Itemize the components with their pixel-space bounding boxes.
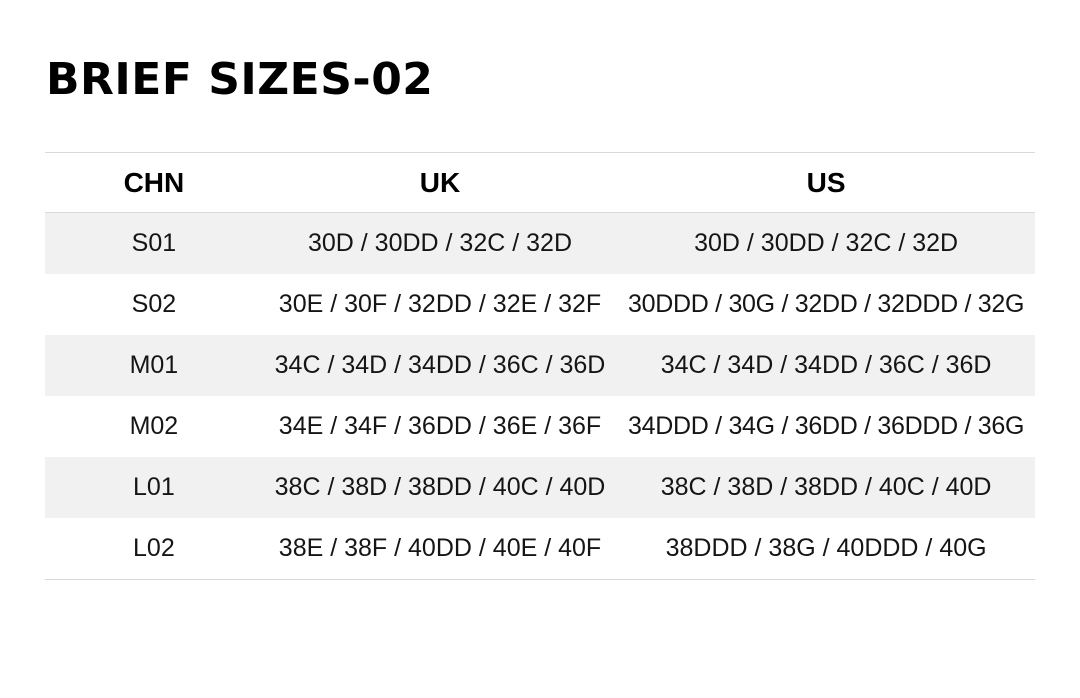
cell-uk: 38C / 38D / 38DD / 40C / 40D [274,473,606,501]
cell-us: 30DDD / 30G / 32DD / 32DDD / 32G [628,290,1025,318]
cell-uk: 30D / 30DD / 32C / 32D [307,229,572,257]
cell-us: 34C / 34D / 34DD / 36C / 36D [660,351,992,379]
table-row: S01 30D / 30DD / 32C / 32D 30D / 30DD / … [45,212,1035,274]
cell-us: 38C / 38D / 38DD / 40C / 40D [660,473,992,501]
cell-uk: 34E / 34F / 36DD / 36E / 36F [278,412,602,440]
column-header-us: US [806,166,846,198]
table-row: L01 38C / 38D / 38DD / 40C / 40D 38C / 3… [45,457,1035,518]
cell-us: 38DDD / 38G / 40DDD / 40G [665,534,987,562]
size-table-header: CHN UK US [45,152,1035,213]
table-row: L02 38E / 38F / 40DD / 40E / 40F 38DDD /… [45,518,1035,580]
column-header-uk: UK [419,166,461,198]
cell-uk: 34C / 34D / 34DD / 36C / 36D [274,351,606,379]
cell-uk: 38E / 38F / 40DD / 40E / 40F [278,534,602,562]
cell-uk: 30E / 30F / 32DD / 32E / 32F [278,290,602,318]
table-row: M01 34C / 34D / 34DD / 36C / 36D 34C / 3… [45,335,1035,396]
cell-chn: M02 [129,412,179,440]
page-title: BRIEF SIZES-02 [46,54,434,105]
cell-chn: S01 [131,229,177,257]
header-row: CHN UK US [45,152,1035,213]
size-table-body: S01 30D / 30DD / 32C / 32D 30D / 30DD / … [45,212,1035,580]
table-row: S02 30E / 30F / 32DD / 32E / 32F 30DDD /… [45,274,1035,335]
cell-us: 30D / 30DD / 32C / 32D [694,229,959,257]
cell-chn: M01 [129,351,179,379]
cell-us: 34DDD / 34G / 36DD / 36DDD / 36G [628,412,1025,440]
size-table: CHN UK US S01 30D / 30DD / 32C / 32D 30D… [45,152,1035,580]
cell-chn: S02 [131,290,177,318]
column-header-chn: CHN [123,166,185,198]
table-row: M02 34E / 34F / 36DD / 36E / 36F 34DDD /… [45,396,1035,457]
cell-chn: L02 [133,534,175,562]
cell-chn: L01 [133,473,175,501]
